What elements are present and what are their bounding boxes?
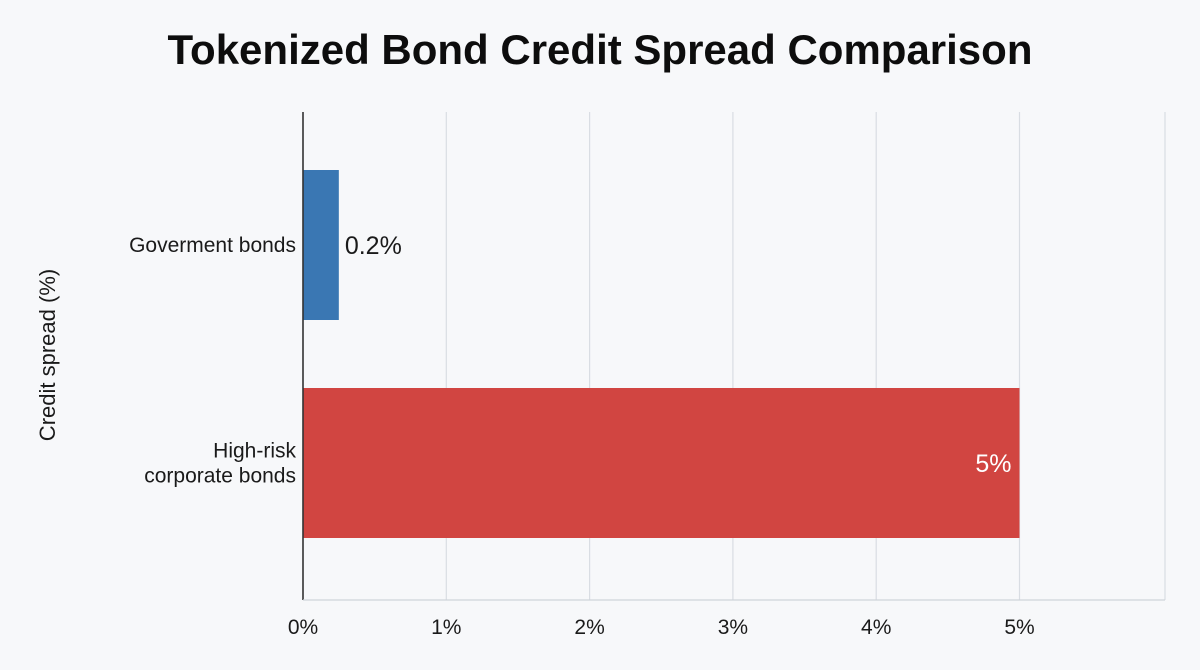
data-label-1: 5% xyxy=(975,450,1011,478)
category-label-0: Goverment bonds xyxy=(129,234,296,257)
chart-title: Tokenized Bond Credit Spread Comparison xyxy=(167,26,1033,73)
gridlines xyxy=(445,112,1166,600)
bar-1 xyxy=(303,388,1020,538)
bar-0 xyxy=(303,170,339,320)
x-tick-label-4: 4% xyxy=(861,616,891,639)
y-axis-title: Credit spread (%) xyxy=(35,269,60,441)
category-label-1: High-risk corporate bonds xyxy=(144,440,296,488)
labels: 0% 1% 2% 3% 4% 5% Goverment bonds High-risk corp… xyxy=(35,232,1035,639)
x-tick-label-2: 2% xyxy=(574,616,604,639)
bars xyxy=(303,170,1020,538)
data-label-0: 0.2% xyxy=(345,232,402,260)
x-tick-label-5: 5% xyxy=(1004,616,1034,639)
x-tick-label-1: 1% xyxy=(431,616,461,639)
x-tick-label-3: 3% xyxy=(718,616,748,639)
axes xyxy=(302,112,1165,601)
x-tick-label-0: 0% xyxy=(288,616,318,639)
